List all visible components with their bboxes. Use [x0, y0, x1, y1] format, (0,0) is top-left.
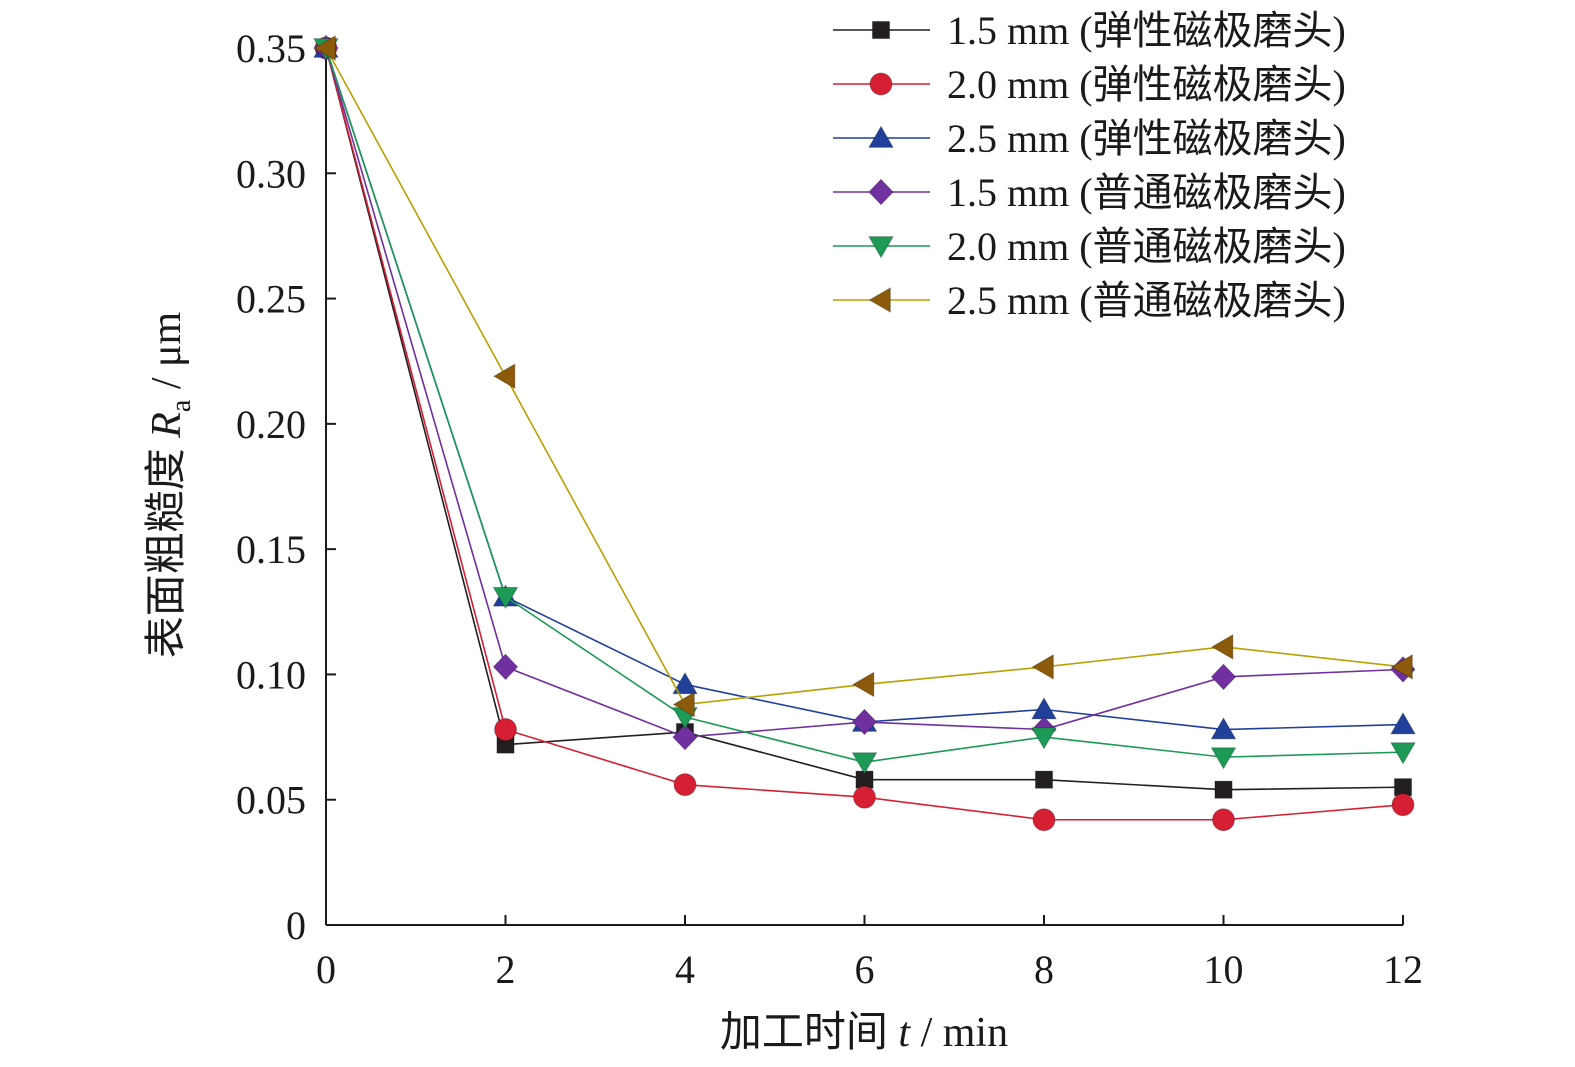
data-point: [851, 752, 878, 775]
data-point: [313, 35, 336, 61]
x-axis-ticks: 0 2 4 6 8 10 12: [316, 915, 1423, 992]
legend-label: 2.5 mm (普通磁极磨头): [947, 278, 1346, 323]
legend-item: 2.0 mm (普通磁极磨头): [833, 224, 1346, 269]
data-point: [494, 718, 517, 742]
legend-label: 2.5 mm (弹性磁极磨头): [947, 116, 1346, 161]
data-point: [492, 653, 519, 681]
legend-item: 2.5 mm (普通磁极磨头): [833, 278, 1346, 323]
legend-item: 1.5 mm (弹性磁极磨头): [833, 8, 1346, 53]
x-tick-label: 8: [1034, 947, 1054, 992]
legend-label: 2.0 mm (普通磁极磨头): [947, 224, 1346, 269]
data-point: [672, 723, 698, 751]
legend-item: 2.5 mm (弹性磁极磨头): [833, 116, 1346, 161]
data-point: [1034, 770, 1054, 789]
y-tick-label: 0.35: [236, 26, 306, 71]
data-point: [1390, 742, 1416, 765]
data-point: [1214, 780, 1233, 799]
data-point: [1210, 663, 1237, 691]
y-tick-label: 0.10: [236, 652, 306, 697]
y-tick-label: 0.25: [236, 277, 306, 322]
x-tick-label: 2: [496, 947, 516, 992]
data-point: [1031, 653, 1054, 680]
x-tick-label: 6: [855, 947, 875, 992]
y-tick-label: 0.20: [236, 402, 306, 447]
data-point: [1031, 696, 1057, 720]
series-layer: [313, 34, 1416, 832]
data-point: [851, 708, 878, 736]
data-point: [1210, 717, 1237, 740]
y-tick-label: 0.30: [236, 151, 306, 196]
y-axis-ticks: 0 0.05 0.10 0.15 0.20 0.25 0.30 0.35: [236, 26, 336, 948]
legend-marker: [868, 236, 894, 259]
data-point: [1390, 711, 1416, 735]
data-point: [492, 363, 516, 390]
data-point: [1210, 633, 1234, 660]
data-point: [1391, 793, 1415, 817]
data-point: [673, 773, 697, 797]
series-6: [313, 35, 1413, 718]
data-point: [851, 671, 875, 698]
x-tick-label: 10: [1204, 947, 1244, 992]
y-tick-label: 0: [286, 903, 306, 948]
y-tick-label: 0.15: [236, 527, 306, 572]
legend-marker: [868, 125, 894, 148]
data-point: [672, 671, 698, 695]
legend-marker: [869, 72, 893, 96]
legend-item: 2.0 mm (弹性磁极磨头): [833, 62, 1346, 107]
series-line: [325, 47, 1404, 821]
legend-marker: [868, 178, 894, 206]
x-axis-title: 加工时间 t / min: [720, 1010, 1008, 1056]
legend-marker: [871, 20, 891, 40]
data-point: [1393, 778, 1413, 797]
data-point: [1212, 808, 1235, 832]
x-tick-label: 12: [1383, 947, 1423, 992]
legend-label: 1.5 mm (普通磁极磨头): [947, 170, 1346, 215]
legend-marker: [868, 287, 891, 313]
x-tick-label: 0: [316, 947, 336, 992]
y-tick-label: 0.05: [236, 778, 306, 823]
data-point: [1390, 653, 1413, 680]
data-point: [492, 586, 519, 610]
data-point: [853, 785, 876, 809]
legend-label: 1.5 mm (弹性磁极磨头): [947, 8, 1346, 53]
data-point: [1031, 727, 1057, 750]
data-point: [1210, 747, 1237, 770]
legend-label: 2.0 mm (弹性磁极磨头): [947, 62, 1346, 107]
legend-item: 1.5 mm (普通磁极磨头): [833, 170, 1346, 215]
y-axis-title: 表面粗糙度 Ra / μm: [144, 311, 197, 658]
x-tick-label: 4: [675, 947, 695, 992]
data-point: [1032, 808, 1056, 832]
data-point: [672, 691, 695, 718]
legend: 1.5 mm (弹性磁极磨头) 2.0 mm (弹性磁极磨头) 2.5 mm (弹性…: [833, 8, 1346, 323]
